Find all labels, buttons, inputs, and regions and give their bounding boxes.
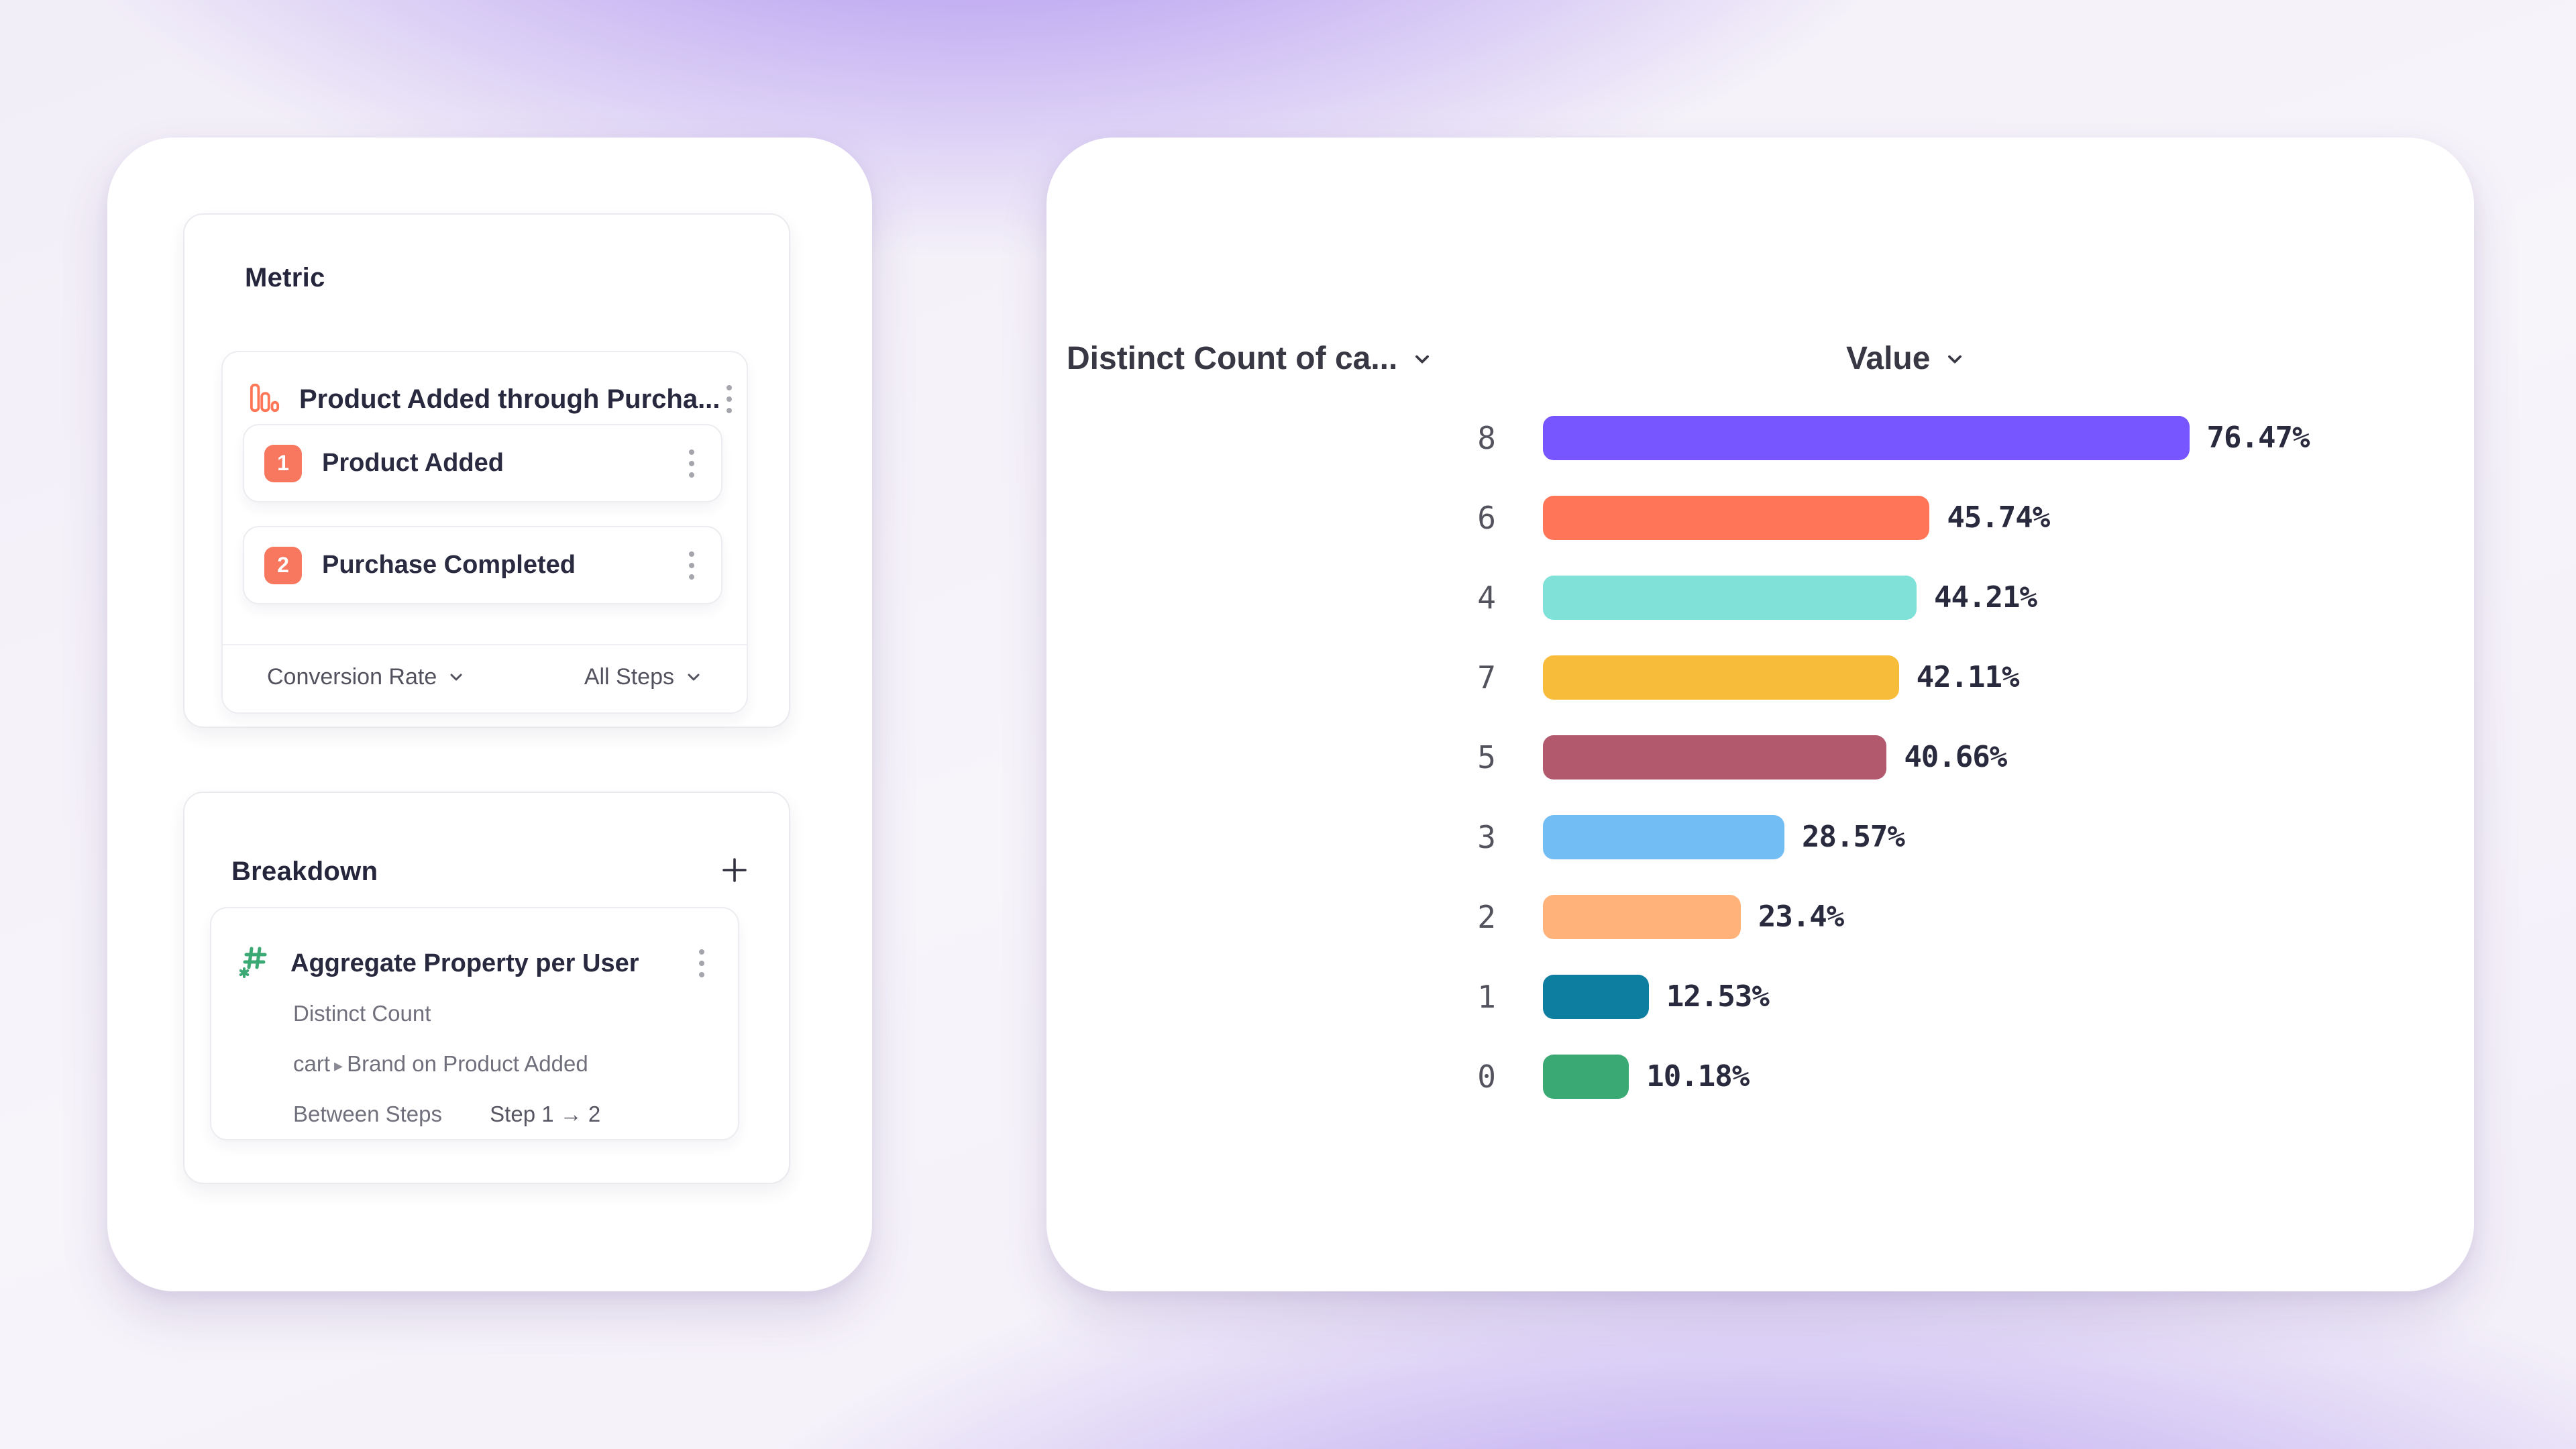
value-label: 42.11% [1916, 660, 2020, 694]
breakdown-header: Breakdown [231, 855, 750, 889]
steps-scope-label: All Steps [584, 663, 674, 690]
funnel-kebab-menu-icon[interactable] [720, 378, 739, 420]
chevron-down-icon [450, 674, 462, 681]
breakdown-column-header[interactable]: Distinct Count of ca... [1067, 340, 1432, 377]
property-separator-icon: ▸ [334, 1055, 343, 1075]
chevron-down-icon [1948, 355, 1962, 363]
breakdown-aggregation-label[interactable]: Distinct Count [293, 1001, 431, 1026]
value-bar[interactable] [1543, 655, 1899, 700]
funnel-metric-card[interactable]: Product Added through Purcha... 1 Produc… [221, 351, 748, 714]
category-label: 7 [1477, 659, 1496, 696]
category-label: 5 [1477, 739, 1496, 775]
category-label: 2 [1477, 898, 1496, 935]
property-name: Brand on Product Added [347, 1051, 588, 1076]
breakdown-property-label[interactable]: cart ▸ Brand on Product Added [293, 1051, 588, 1077]
property-event: cart [293, 1051, 331, 1076]
value-bar[interactable] [1543, 735, 1887, 780]
step-kebab-menu-icon[interactable] [682, 443, 701, 484]
chart-row: 3 28.57% [1046, 797, 2447, 877]
value-bar[interactable] [1543, 415, 2190, 460]
value-label: 44.21% [1934, 580, 2037, 614]
value-label: 23.4% [1758, 900, 1844, 934]
breakdown-kebab-menu-icon[interactable] [692, 943, 711, 984]
value-bar[interactable] [1543, 495, 1930, 540]
breakdown-column-header-label: Distinct Count of ca... [1067, 341, 1398, 376]
breakdown-item-card[interactable]: Aggregate Property per User Distinct Cou… [210, 907, 739, 1140]
counting-method-label: Conversion Rate [267, 663, 437, 690]
funnel-metric-title: Product Added through Purcha... [299, 384, 720, 414]
value-label: 76.47% [2206, 421, 2310, 455]
between-steps-value: Step 1 → 2 [490, 1102, 601, 1126]
breakdown-section: Breakdown Aggregate Property per User Di… [183, 792, 790, 1184]
category-label: 4 [1477, 579, 1496, 616]
step-event-label: Purchase Completed [322, 551, 576, 579]
category-label: 8 [1477, 419, 1496, 456]
chevron-down-icon [1415, 355, 1430, 363]
add-breakdown-button[interactable] [719, 855, 750, 889]
value-bar[interactable] [1543, 575, 1917, 620]
category-label: 3 [1477, 818, 1496, 855]
chart-row: 1 12.53% [1046, 957, 2447, 1036]
category-label: 0 [1477, 1058, 1496, 1095]
value-column-header[interactable]: Value [1846, 340, 1965, 377]
metric-section-title: Metric [245, 263, 325, 292]
step-number-badge: 2 [264, 546, 302, 584]
value-label: 28.57% [1801, 820, 1905, 854]
aggregate-number-icon [238, 945, 273, 983]
step-kebab-menu-icon[interactable] [682, 545, 701, 586]
chart-row: 6 45.74% [1046, 478, 2447, 557]
value-label: 45.74% [1947, 500, 2050, 535]
metric-section: Metric Product Added through Purcha... 1… [183, 213, 790, 728]
value-bar[interactable] [1543, 814, 1784, 859]
chart-row: 2 23.4% [1046, 877, 2447, 957]
funnel-step-row[interactable]: 2 Purchase Completed [243, 526, 722, 604]
step-number-badge: 1 [264, 444, 302, 482]
value-label: 12.53% [1666, 979, 1770, 1014]
step-event-label: Product Added [322, 449, 504, 477]
value-label: 10.18% [1646, 1059, 1750, 1093]
bar-chart: 8 76.47% 6 45.74% 4 44.21% 7 42.11% 5 40… [1046, 398, 2447, 1116]
chart-row: 4 44.21% [1046, 557, 2447, 637]
breakdown-item-header: Aggregate Property per User [238, 936, 711, 990]
value-bar[interactable] [1543, 974, 1649, 1019]
between-steps-label: Between Steps [293, 1102, 442, 1126]
chart-row: 0 10.18% [1046, 1036, 2447, 1116]
value-bar[interactable] [1543, 1054, 1629, 1099]
chart-card: Distinct Count of ca... Value 8 76.47% 6… [1046, 138, 2474, 1291]
chart-row: 7 42.11% [1046, 637, 2447, 717]
category-label: 6 [1477, 499, 1496, 536]
value-bar[interactable] [1543, 894, 1741, 939]
breakdown-item-title: Aggregate Property per User [290, 949, 639, 977]
counting-method-select[interactable]: Conversion Rate [267, 664, 465, 690]
funnel-step-row[interactable]: 1 Product Added [243, 424, 722, 502]
chevron-down-icon [688, 674, 700, 681]
funnel-bars-icon [250, 382, 280, 417]
chart-row: 5 40.66% [1046, 717, 2447, 797]
steps-scope-select[interactable]: All Steps [584, 664, 702, 690]
breakdown-between-steps-row[interactable]: Between Steps Step 1 → 2 [293, 1102, 600, 1127]
breakdown-section-title: Breakdown [231, 857, 378, 886]
funnel-footer: Conversion Rate All Steps [223, 644, 747, 712]
value-column-header-label: Value [1846, 341, 1931, 376]
query-builder-card: Metric Product Added through Purcha... 1… [107, 138, 872, 1291]
value-label: 40.66% [1904, 740, 2007, 774]
chart-row: 8 76.47% [1046, 398, 2447, 478]
funnel-metric-header: Product Added through Purcha... [250, 368, 733, 430]
category-label: 1 [1477, 978, 1496, 1015]
